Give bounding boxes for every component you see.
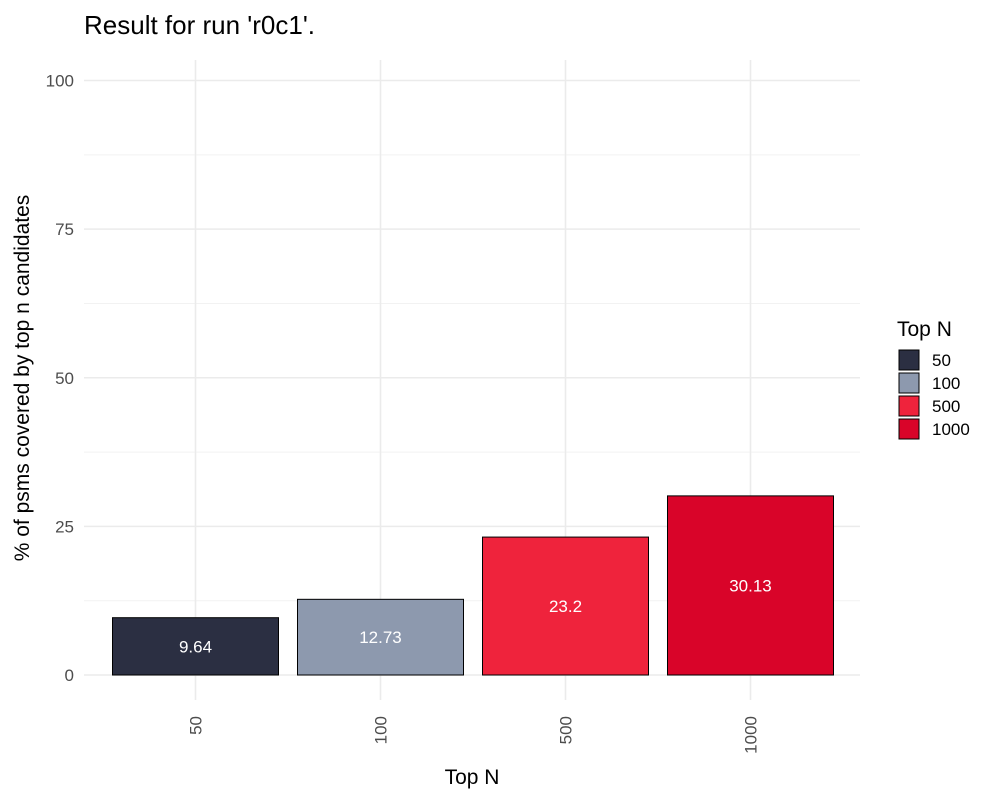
y-tick-label: 25 [55, 517, 74, 536]
legend-swatch [898, 349, 920, 371]
bar-value-label: 12.73 [359, 628, 402, 647]
legend-swatch [898, 372, 920, 394]
bar [482, 536, 649, 676]
x-tick-label: 1000 [742, 716, 761, 754]
legend-label: 1000 [932, 420, 970, 439]
x-tick-label: 50 [187, 716, 206, 735]
x-tick-label: 100 [372, 716, 391, 744]
bar [112, 617, 279, 676]
legend-swatch [898, 395, 920, 417]
legend-label: 100 [932, 374, 960, 393]
bars [112, 495, 834, 676]
y-axis-title: % of psms covered by top n candidates [11, 195, 34, 562]
y-tick-label: 0 [65, 666, 74, 685]
bar-value-label: 30.13 [729, 576, 772, 595]
legend-label: 500 [932, 397, 960, 416]
bar-value-labels: 9.64 12.73 23.2 30.13 [179, 576, 772, 656]
y-tick-label: 50 [55, 369, 74, 388]
bar-value-label: 23.2 [549, 597, 582, 616]
x-axis-ticks: 50 100 500 1000 [187, 716, 761, 754]
bar [667, 495, 834, 676]
bar [297, 598, 464, 676]
chart-title: Result for run 'r0c1'. [84, 10, 315, 40]
legend: Top N 50 100 500 1000 [897, 318, 970, 440]
legend-label: 50 [932, 351, 951, 370]
legend-items: 50 100 500 1000 [898, 349, 970, 440]
y-tick-label: 100 [46, 72, 74, 91]
legend-swatch [898, 418, 920, 440]
y-tick-label: 75 [55, 220, 74, 239]
legend-title: Top N [897, 318, 952, 341]
x-tick-label: 500 [557, 716, 576, 744]
y-axis-ticks: 0 25 50 75 100 [46, 72, 74, 686]
bar-value-label: 9.64 [179, 637, 212, 656]
x-axis-title: Top N [445, 766, 500, 789]
